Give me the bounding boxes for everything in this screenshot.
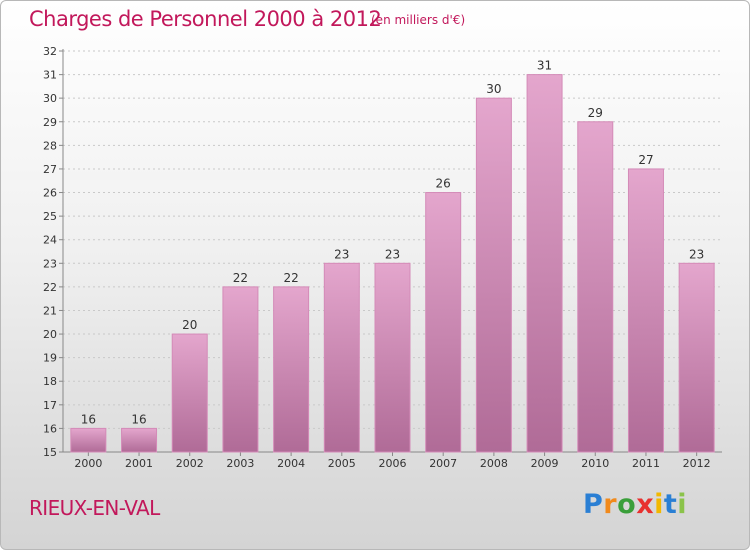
bar-value-label: 22: [233, 271, 248, 285]
bar-value-label: 16: [131, 412, 146, 426]
bar-value-label: 29: [588, 106, 603, 120]
bar-value-label: 23: [385, 247, 400, 261]
chart-unit: (en milliers d'€): [371, 13, 466, 27]
x-tick-label: 2007: [429, 457, 457, 470]
bar: [425, 192, 462, 453]
y-tick-label: 17: [43, 399, 57, 412]
bar: [222, 286, 259, 453]
x-tick-label: 2008: [480, 457, 508, 470]
y-tick-label: 25: [43, 210, 57, 223]
y-tick-label: 15: [43, 446, 57, 459]
bar: [475, 97, 512, 453]
bar: [678, 262, 715, 453]
y-tick-label: 21: [43, 304, 57, 317]
bar: [171, 333, 208, 453]
y-tick-label: 29: [43, 116, 57, 129]
y-tick-label: 19: [43, 352, 57, 365]
bar: [374, 262, 411, 453]
x-tick-label: 2010: [581, 457, 609, 470]
y-tick-label: 16: [43, 422, 57, 435]
y-tick-label: 22: [43, 281, 57, 294]
x-tick-label: 2003: [226, 457, 254, 470]
chart-title: Charges de Personnel 2000 à 2012: [29, 7, 382, 31]
y-tick-label: 23: [43, 257, 57, 270]
bar: [273, 286, 310, 453]
bar-value-label: 27: [638, 153, 653, 167]
x-tick-label: 2006: [379, 457, 407, 470]
x-tick-label: 2012: [683, 457, 711, 470]
bar: [627, 168, 664, 453]
bar-value-label: 23: [334, 247, 349, 261]
y-tick-label: 24: [43, 234, 57, 247]
x-tick-label: 2004: [277, 457, 305, 470]
bar: [121, 427, 158, 453]
x-tick-label: 2005: [328, 457, 356, 470]
y-tick-label: 27: [43, 163, 57, 176]
y-tick-label: 31: [43, 69, 57, 82]
x-tick-label: 2000: [74, 457, 102, 470]
y-tick-label: 18: [43, 375, 57, 388]
y-tick-label: 20: [43, 328, 57, 341]
bars: [70, 74, 715, 453]
bar-value-label: 22: [283, 271, 298, 285]
x-tick-label: 2011: [632, 457, 660, 470]
bar-value-label: 26: [436, 177, 451, 191]
bar-value-label: 23: [689, 247, 704, 261]
y-tick-label: 32: [43, 45, 57, 58]
x-tick-label: 2001: [125, 457, 153, 470]
bar-value-label: 30: [486, 82, 501, 96]
bar: [526, 74, 563, 453]
bar: [323, 262, 360, 453]
y-tick-label: 30: [43, 92, 57, 105]
proxiti-logo[interactable]: Proxiti: [583, 489, 688, 520]
bar: [70, 427, 107, 453]
bar-value-label: 20: [182, 318, 197, 332]
labels: 15 16 17 18 19 20 21 22 23 24 25 26 27 28 29 30 31 32 16 20…: [43, 45, 711, 470]
x-tick-label: 2002: [176, 457, 204, 470]
y-tick-label: 26: [43, 187, 57, 200]
x-tick-label: 2009: [531, 457, 559, 470]
town-name: RIEUX-EN-VAL: [29, 496, 160, 520]
bar-value-label: 31: [537, 59, 552, 73]
y-tick-label: 28: [43, 139, 57, 152]
bar-value-label: 16: [81, 412, 96, 426]
bar: [577, 121, 614, 453]
